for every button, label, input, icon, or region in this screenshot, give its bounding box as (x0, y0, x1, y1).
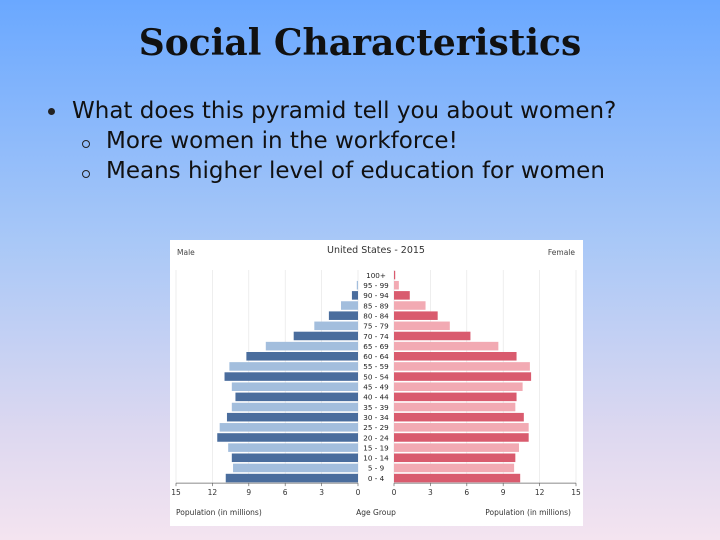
age-group-label: 95 - 99 (363, 281, 389, 290)
age-group-label: 30 - 34 (363, 413, 389, 422)
female-bar (394, 443, 519, 452)
x-tick-label: 3 (428, 488, 433, 497)
female-bar (394, 291, 410, 300)
male-bar (219, 423, 358, 432)
sub-bullet-1: More women in the workforce! (48, 126, 616, 156)
x-tick-label: 15 (571, 488, 581, 497)
slide-title: Social Characteristics (138, 22, 582, 64)
female-bar (394, 321, 450, 331)
male-bar (217, 433, 358, 442)
x-tick-label: 9 (501, 488, 506, 497)
x-axis-label-male: Population (in millions) (176, 508, 262, 517)
male-bar (233, 463, 358, 473)
female-bar (394, 382, 523, 391)
male-bar (231, 402, 358, 412)
age-group-label: 100+ (366, 271, 386, 280)
female-bar (394, 372, 532, 381)
male-bar (265, 341, 358, 351)
x-tick-label: 0 (392, 488, 397, 497)
age-group-label: 15 - 19 (363, 443, 389, 452)
male-bar (328, 311, 358, 320)
male-bar (341, 301, 358, 310)
bullet-dot-icon (48, 108, 55, 115)
male-bar (228, 443, 358, 452)
age-group-label: 60 - 64 (363, 352, 389, 361)
sub-bullet-circle-icon (82, 170, 90, 178)
age-group-label: 40 - 44 (363, 393, 389, 402)
male-bar (314, 321, 358, 331)
age-group-label: 65 - 69 (363, 342, 389, 351)
age-group-label: 85 - 89 (363, 301, 389, 310)
male-bar (224, 372, 358, 381)
age-group-label: 50 - 54 (363, 372, 389, 381)
female-bar (394, 463, 515, 473)
age-group-label: 55 - 59 (363, 362, 389, 371)
male-bar (226, 412, 358, 422)
male-bar (293, 331, 358, 341)
x-tick-label: 9 (246, 488, 251, 497)
female-bar (394, 341, 499, 351)
bullet-main-text: What does this pyramid tell you about wo… (72, 98, 617, 124)
female-bar (394, 423, 529, 432)
male-bar (231, 382, 358, 391)
x-tick-label: 0 (356, 488, 361, 497)
male-bar (229, 362, 358, 371)
male-bar (351, 291, 358, 300)
sub-bullet-2-text: Means higher level of education for wome… (106, 158, 605, 184)
x-tick-label: 6 (283, 488, 288, 497)
female-bar (394, 362, 530, 371)
age-group-label: 80 - 84 (363, 311, 389, 320)
female-bar (394, 402, 516, 412)
female-bar (394, 392, 517, 402)
female-bar (394, 311, 438, 320)
age-group-label: 70 - 74 (363, 332, 389, 341)
x-tick-label: 12 (208, 488, 218, 497)
age-group-label: 5 - 9 (368, 464, 385, 473)
female-bar (394, 331, 471, 341)
age-group-label: 35 - 39 (363, 403, 389, 412)
male-bar (231, 453, 358, 463)
bullet-main: What does this pyramid tell you about wo… (48, 96, 616, 126)
age-group-label: 90 - 94 (363, 291, 389, 300)
x-tick-label: 6 (464, 488, 469, 497)
female-bar (394, 270, 396, 280)
sub-bullet-2: Means higher level of education for wome… (48, 156, 616, 186)
sub-bullet-circle-icon (82, 140, 90, 148)
bullet-list: What does this pyramid tell you about wo… (48, 96, 616, 186)
age-group-label: 75 - 79 (363, 322, 389, 331)
male-bar (246, 352, 358, 361)
female-bar (394, 433, 529, 442)
x-axis-label-female: Population (in millions) (485, 508, 571, 517)
x-tick-label: 3 (319, 488, 324, 497)
age-group-label: 25 - 29 (363, 423, 389, 432)
age-group-label: 0 - 4 (368, 474, 385, 483)
female-bar (394, 352, 517, 361)
male-bar (225, 473, 358, 483)
female-bar (394, 473, 521, 483)
female-bar (394, 453, 516, 463)
chart-title: United States - 2015 (327, 245, 425, 256)
x-axis-label-age: Age Group (356, 508, 396, 517)
age-group-label: 45 - 49 (363, 383, 389, 392)
x-tick-label: 12 (535, 488, 545, 497)
female-bar (394, 412, 524, 422)
male-bar (235, 392, 358, 402)
population-pyramid: United States - 2015 Male Female Populat… (170, 240, 583, 526)
female-bar (394, 280, 399, 290)
age-group-label: 10 - 14 (363, 454, 389, 463)
male-bar (356, 280, 358, 290)
female-label: Female (548, 248, 576, 257)
age-group-label: 20 - 24 (363, 433, 389, 442)
x-tick-label: 15 (171, 488, 181, 497)
female-bar (394, 301, 426, 310)
sub-bullet-1-text: More women in the workforce! (106, 128, 458, 154)
male-label: Male (177, 248, 195, 257)
